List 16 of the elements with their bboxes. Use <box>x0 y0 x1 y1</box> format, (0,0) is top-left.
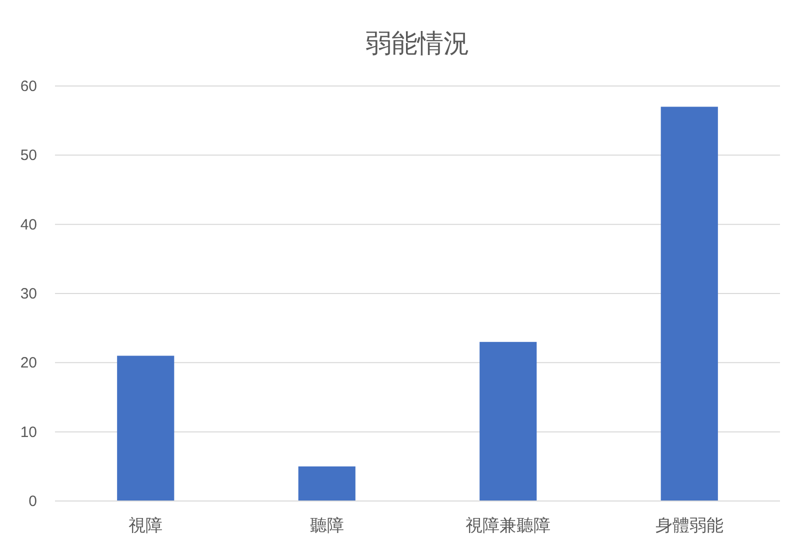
bar <box>298 466 356 501</box>
bar <box>480 342 537 501</box>
y-tick-label: 10 <box>20 424 37 441</box>
x-tick-label: 視障兼聽障 <box>466 516 551 535</box>
x-tick-label: 身體弱能 <box>655 516 724 535</box>
y-tick-label: 40 <box>20 216 37 234</box>
y-tick-label: 0 <box>28 493 37 510</box>
x-tick-label: 聽障 <box>310 516 344 535</box>
x-tick-label: 視障 <box>128 516 163 535</box>
chart-title: 弱能情況 <box>366 28 470 58</box>
bar <box>117 356 174 501</box>
y-tick-label: 20 <box>20 354 37 372</box>
bar <box>660 106 718 501</box>
y-tick-label: 50 <box>20 147 37 164</box>
y-tick-label: 30 <box>20 286 37 302</box>
y-tick-label: 60 <box>20 78 37 95</box>
